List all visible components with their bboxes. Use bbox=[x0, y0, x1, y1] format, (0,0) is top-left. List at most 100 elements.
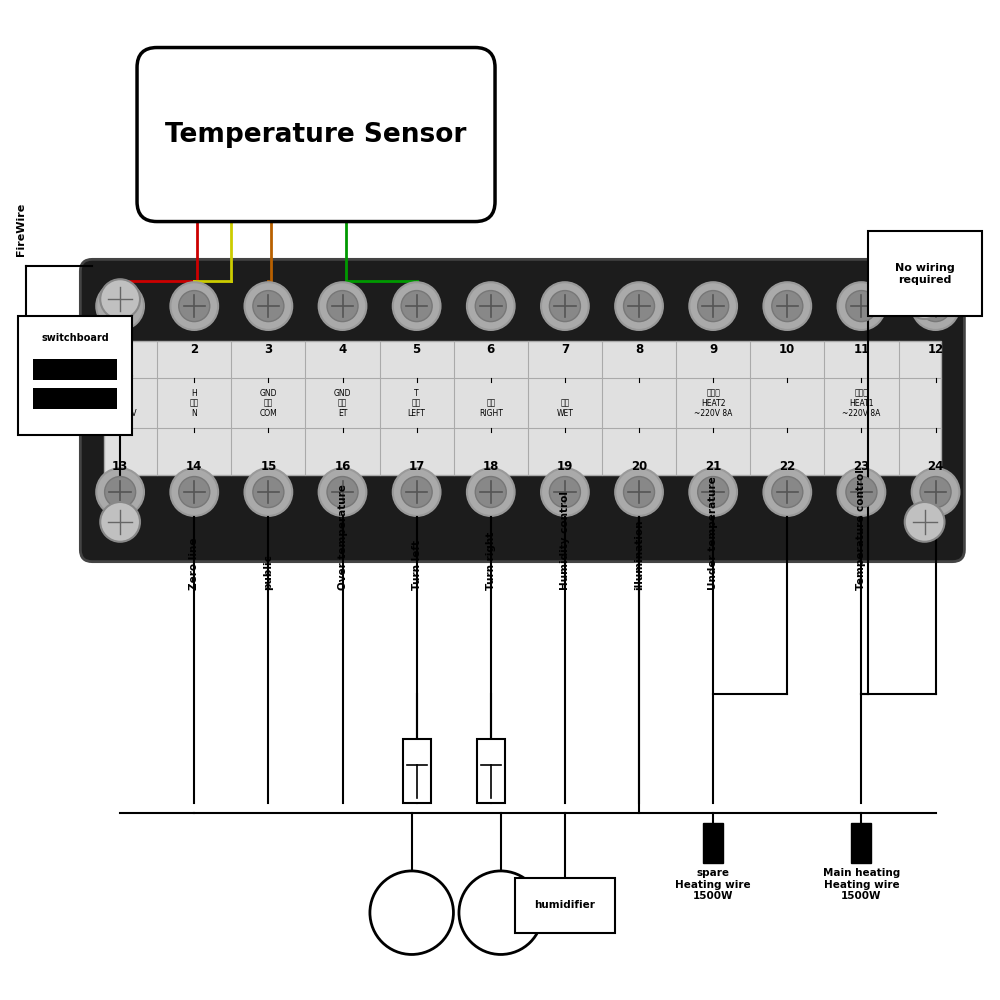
Text: GND
公共
COM: GND 公共 COM bbox=[260, 389, 277, 418]
Bar bbox=[18, 316, 132, 435]
Text: 控湿
WET: 控湿 WET bbox=[556, 389, 573, 418]
Circle shape bbox=[624, 477, 655, 508]
Text: switchboard: switchboard bbox=[41, 333, 109, 343]
Text: 19: 19 bbox=[557, 460, 573, 473]
Bar bbox=[851, 823, 871, 863]
Circle shape bbox=[689, 468, 737, 516]
Circle shape bbox=[319, 282, 366, 330]
Text: spare
Heating wire
1500W: spare Heating wire 1500W bbox=[675, 868, 751, 901]
Circle shape bbox=[96, 282, 144, 330]
Circle shape bbox=[401, 291, 432, 322]
Circle shape bbox=[838, 282, 885, 330]
Text: 22: 22 bbox=[779, 460, 795, 473]
Circle shape bbox=[615, 282, 663, 330]
Text: 12: 12 bbox=[927, 343, 944, 356]
Text: Zero line: Zero line bbox=[189, 538, 199, 590]
Circle shape bbox=[401, 477, 432, 508]
Text: Under temperature: Under temperature bbox=[708, 477, 718, 590]
Bar bbox=[477, 739, 505, 803]
Circle shape bbox=[920, 291, 951, 322]
Text: +5V
火线
L ~220V: +5V 火线 L ~220V bbox=[104, 389, 136, 418]
Circle shape bbox=[100, 502, 140, 542]
Circle shape bbox=[459, 871, 542, 954]
FancyBboxPatch shape bbox=[137, 48, 495, 222]
Circle shape bbox=[319, 468, 366, 516]
Text: 4: 4 bbox=[338, 343, 347, 356]
Text: 1: 1 bbox=[116, 343, 124, 356]
Circle shape bbox=[763, 468, 811, 516]
Text: 3: 3 bbox=[264, 343, 272, 356]
Text: 18: 18 bbox=[483, 460, 499, 473]
Circle shape bbox=[912, 282, 959, 330]
Bar bbox=[515, 878, 615, 933]
Circle shape bbox=[245, 468, 292, 516]
Text: Turn right: Turn right bbox=[486, 532, 496, 590]
Text: 11: 11 bbox=[853, 343, 870, 356]
Text: humidifier: humidifier bbox=[534, 900, 595, 910]
Circle shape bbox=[838, 468, 885, 516]
Circle shape bbox=[763, 282, 811, 330]
Text: Humidity control: Humidity control bbox=[560, 491, 570, 590]
Circle shape bbox=[624, 291, 655, 322]
Bar bbox=[703, 823, 723, 863]
Bar bbox=[33, 388, 117, 409]
Text: 副加热
HEAT2
~220V 8A: 副加热 HEAT2 ~220V 8A bbox=[694, 389, 732, 418]
Circle shape bbox=[920, 477, 951, 508]
Text: H
零线
N: H 零线 N bbox=[190, 389, 199, 418]
Circle shape bbox=[549, 291, 580, 322]
Circle shape bbox=[615, 468, 663, 516]
Text: 13: 13 bbox=[112, 460, 128, 473]
Circle shape bbox=[327, 291, 358, 322]
Text: 16: 16 bbox=[334, 460, 351, 473]
Bar bbox=[868, 232, 982, 316]
Text: 6: 6 bbox=[487, 343, 495, 356]
Text: 右翻
RIGHT: 右翻 RIGHT bbox=[479, 389, 503, 418]
Text: Over temperature: Over temperature bbox=[338, 485, 348, 590]
Text: 10: 10 bbox=[779, 343, 795, 356]
Text: public: public bbox=[263, 555, 273, 590]
Circle shape bbox=[105, 291, 136, 322]
Text: 5: 5 bbox=[413, 343, 421, 356]
Text: Temperature control: Temperature control bbox=[856, 470, 866, 590]
Text: 14: 14 bbox=[186, 460, 202, 473]
Circle shape bbox=[253, 477, 284, 508]
Text: FireWire: FireWire bbox=[16, 203, 26, 256]
Text: Turn left: Turn left bbox=[412, 540, 422, 590]
Circle shape bbox=[393, 282, 441, 330]
Circle shape bbox=[905, 279, 945, 319]
Circle shape bbox=[689, 282, 737, 330]
Circle shape bbox=[846, 291, 877, 322]
Circle shape bbox=[541, 282, 589, 330]
Circle shape bbox=[393, 468, 441, 516]
Circle shape bbox=[327, 477, 358, 508]
Circle shape bbox=[541, 468, 589, 516]
Text: 2: 2 bbox=[190, 343, 198, 356]
Text: T
左翻
LEFT: T 左翻 LEFT bbox=[408, 389, 426, 418]
Circle shape bbox=[370, 871, 453, 954]
Text: 21: 21 bbox=[705, 460, 721, 473]
Circle shape bbox=[912, 468, 959, 516]
Circle shape bbox=[475, 291, 506, 322]
Circle shape bbox=[170, 282, 218, 330]
Circle shape bbox=[698, 291, 729, 322]
Text: No wiring
required: No wiring required bbox=[895, 263, 955, 285]
Text: 9: 9 bbox=[709, 343, 717, 356]
Text: 20: 20 bbox=[631, 460, 647, 473]
Circle shape bbox=[772, 291, 803, 322]
Bar bbox=[33, 359, 117, 380]
Circle shape bbox=[475, 477, 506, 508]
Circle shape bbox=[846, 477, 877, 508]
Circle shape bbox=[179, 477, 210, 508]
Text: 24: 24 bbox=[927, 460, 944, 473]
Text: 23: 23 bbox=[853, 460, 870, 473]
Text: 15: 15 bbox=[260, 460, 277, 473]
Circle shape bbox=[100, 279, 140, 319]
Text: 7: 7 bbox=[561, 343, 569, 356]
FancyBboxPatch shape bbox=[80, 259, 964, 562]
Text: 主加热
HEAT1
~220V 8A: 主加热 HEAT1 ~220V 8A bbox=[842, 389, 881, 418]
Text: 8: 8 bbox=[635, 343, 643, 356]
Bar bbox=[104, 341, 941, 475]
Text: Main heating
Heating wire
1500W: Main heating Heating wire 1500W bbox=[823, 868, 900, 901]
Circle shape bbox=[96, 468, 144, 516]
Circle shape bbox=[170, 468, 218, 516]
